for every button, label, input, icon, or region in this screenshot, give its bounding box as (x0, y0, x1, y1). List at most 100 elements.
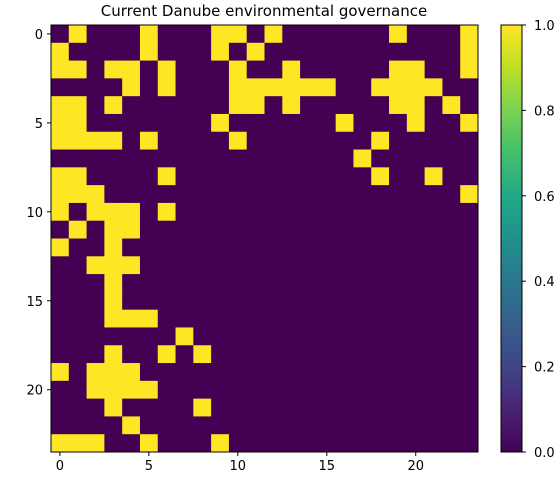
colorbar (500, 24, 523, 453)
heatmap-cell (51, 291, 70, 311)
heatmap-cell (122, 380, 141, 400)
heatmap-cell (424, 274, 443, 293)
heatmap-cell (353, 363, 372, 382)
heatmap-cell (104, 291, 123, 311)
heatmap-cell (68, 291, 87, 311)
heatmap-cell (86, 363, 105, 382)
heatmap-cell (442, 398, 461, 417)
heatmap-cell (51, 416, 70, 435)
heatmap-cell (424, 220, 443, 239)
heatmap-cell (193, 434, 212, 453)
heatmap-cell (122, 113, 141, 133)
heatmap-cell (86, 238, 105, 257)
heatmap-cell (86, 309, 105, 328)
heatmap-cell (282, 42, 301, 61)
heatmap-cell (139, 274, 159, 293)
heatmap-cell (442, 185, 461, 204)
heatmap-cell (442, 434, 461, 453)
heatmap-cell (68, 380, 87, 400)
heatmap-cell (264, 96, 283, 115)
heatmap-cell (282, 185, 301, 204)
heatmap-cell (68, 78, 87, 97)
heatmap-cell (264, 60, 283, 79)
heatmap-cell (264, 291, 283, 311)
heatmap-cell (300, 42, 319, 61)
heatmap-cell (424, 380, 443, 400)
heatmap-cell (246, 327, 265, 346)
heatmap-cell (335, 113, 354, 133)
heatmap-cell (317, 185, 337, 204)
heatmap-cell (193, 238, 212, 257)
heatmap-cell (442, 274, 461, 293)
heatmap-cell (104, 274, 123, 293)
heatmap-cell (246, 363, 265, 382)
heatmap-cell (122, 274, 141, 293)
heatmap-cell (406, 291, 426, 311)
heatmap-cell (282, 327, 301, 346)
plot-frame (50, 24, 479, 453)
heatmap-cell (51, 434, 70, 453)
heatmap-cell (175, 131, 194, 150)
heatmap-cell (246, 25, 265, 44)
heatmap-cell (264, 345, 283, 364)
heatmap-cell (228, 238, 248, 257)
heatmap-cell (442, 78, 461, 97)
heatmap-cell (264, 42, 283, 61)
heatmap-cell (175, 78, 194, 97)
heatmap-cell (442, 131, 461, 150)
heatmap-cell (317, 398, 337, 417)
heatmap-cell (300, 25, 319, 44)
heatmap-cell (193, 291, 212, 311)
heatmap-cell (139, 309, 159, 328)
heatmap-cell (193, 113, 212, 133)
heatmap-cell (300, 291, 319, 311)
heatmap-cell (406, 78, 426, 97)
heatmap-cell (282, 238, 301, 257)
heatmap-cell (193, 380, 212, 400)
heatmap-cell (211, 78, 230, 97)
heatmap-cell (175, 309, 194, 328)
heatmap-cell (300, 309, 319, 328)
heatmap-cell (460, 238, 479, 257)
heatmap-cell (211, 434, 230, 453)
heatmap-cell (300, 274, 319, 293)
heatmap-cell (442, 167, 461, 186)
heatmap-cell (157, 363, 176, 382)
heatmap-cell (122, 256, 141, 275)
heatmap-cell (211, 25, 230, 44)
heatmap-cell (282, 256, 301, 275)
heatmap-cell (157, 25, 176, 44)
heatmap-cells (51, 25, 479, 453)
heatmap-cell (211, 149, 230, 168)
heatmap-cell (68, 309, 87, 328)
heatmap-cell (122, 220, 141, 239)
heatmap-cell (51, 149, 70, 168)
heatmap-cell (406, 345, 426, 364)
heatmap-cell (406, 398, 426, 417)
heatmap-cell (424, 96, 443, 115)
heatmap-cell (246, 149, 265, 168)
heatmap-cell (86, 416, 105, 435)
heatmap-cell (353, 238, 372, 257)
heatmap-cell (68, 167, 87, 186)
heatmap-cell (460, 185, 479, 204)
heatmap-cell (246, 274, 265, 293)
heatmap-cell (282, 434, 301, 453)
heatmap-cell (371, 149, 390, 168)
heatmap-cell (228, 185, 248, 204)
heatmap-cell (193, 345, 212, 364)
heatmap-cell (122, 25, 141, 44)
heatmap-cell (406, 274, 426, 293)
heatmap-cell (353, 167, 372, 186)
colorbar-tick-label: 1.0 (534, 19, 555, 34)
heatmap-cell (282, 60, 301, 79)
heatmap-cell (122, 42, 141, 61)
heatmap-cell (389, 149, 408, 168)
heatmap-cell (228, 131, 248, 150)
heatmap-cell (442, 238, 461, 257)
heatmap-cell (460, 149, 479, 168)
heatmap-cell (246, 398, 265, 417)
heatmap-cell (211, 256, 230, 275)
heatmap-cell (300, 327, 319, 346)
